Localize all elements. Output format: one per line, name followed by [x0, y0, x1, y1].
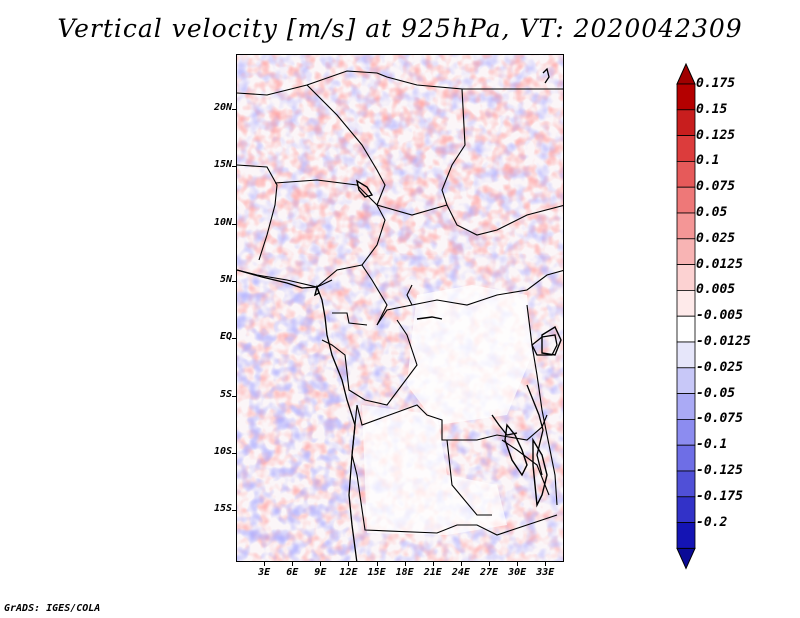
map-title: Vertical velocity [m/s] at 925hPa, VT: 2… [57, 14, 743, 43]
colorbar-label: -0.05 [696, 385, 736, 401]
colorbar-label: 0.05 [696, 205, 728, 220]
colorbar-label: 0.025 [696, 230, 736, 246]
colorbar-swatch [676, 367, 696, 394]
colorbar-swatch [676, 496, 696, 523]
lon-tick-mark [376, 562, 378, 566]
colorbar-top-arrow [676, 62, 696, 85]
lat-tick-mark [232, 395, 236, 397]
lon-tick-label: 24E [451, 567, 470, 578]
lon-tick-mark [404, 562, 406, 566]
lat-tick-label: 15S [213, 503, 232, 515]
colorbar-label: 0.075 [696, 179, 736, 195]
colorbar-swatch [676, 186, 696, 214]
lon-tick-mark [489, 562, 491, 566]
lon-tick-label: 27E [479, 567, 499, 578]
colorbar-label: 0.0125 [696, 256, 743, 272]
colorbar-label: -0.025 [696, 359, 743, 375]
lat-tick-mark [232, 281, 236, 283]
colorbar-scale [676, 62, 696, 570]
lat-tick-mark [232, 109, 236, 111]
lon-tick-label: 3E [258, 567, 271, 578]
lat-tick-label: 10N [213, 216, 232, 228]
lon-tick-mark [432, 562, 434, 566]
colorbar-swatch [676, 522, 696, 549]
lon-tick-label: 9E [314, 567, 327, 578]
colorbar-swatch [676, 135, 696, 162]
lon-tick-label: 18E [395, 567, 414, 578]
colorbar-swatch [676, 315, 696, 343]
lon-tick-label: 21E [423, 567, 442, 578]
colorbar-label: 0.005 [696, 282, 736, 298]
lat-tick-mark [232, 166, 236, 168]
colorbar-label: -0.125 [696, 463, 743, 478]
lakes [313, 179, 562, 508]
lon-tick-label: 30E [508, 567, 527, 578]
lat-tick-label: 5S [219, 388, 232, 400]
colorbar-label: -0.2 [696, 514, 728, 530]
lon-tick-mark [545, 562, 547, 566]
lon-tick-mark [292, 562, 294, 566]
map-plot-area [236, 54, 564, 562]
lon-tick-label: 33E [536, 567, 555, 578]
colorbar-swatch [676, 393, 696, 420]
country-boundaries [237, 70, 563, 536]
lon-tick-label: 15E [367, 567, 386, 578]
lat-tick-label: 15N [213, 159, 232, 171]
colorbar-label: -0.005 [696, 308, 743, 324]
colorbar-label: 0.175 [696, 76, 736, 91]
colorbar-swatch [676, 238, 696, 266]
colorbar-swatch [676, 161, 696, 188]
lon-tick-mark [348, 562, 350, 566]
lat-tick-label: 20N [213, 102, 232, 114]
lat-tick-mark [232, 510, 236, 512]
colorbar-bottom-arrow [676, 547, 696, 570]
colorbar-swatch [676, 109, 696, 136]
colorbar-swatch [676, 264, 696, 291]
colorbar-swatch [676, 83, 696, 111]
colorbar-swatch [676, 444, 696, 472]
colorbar-swatch [676, 212, 696, 240]
lat-tick-mark [232, 223, 236, 225]
lat-tick-mark [232, 453, 236, 455]
velocity-field-map [237, 55, 563, 561]
lat-tick-mark [232, 338, 236, 340]
lat-tick-label: EQ [219, 331, 232, 343]
colorbar-swatch [676, 289, 696, 317]
colorbar-label: -0.075 [696, 411, 743, 427]
colorbar-swatch [676, 341, 696, 369]
footer-credit: GrADS: IGES/COLA [4, 603, 101, 614]
lat-tick-label: 10S [213, 446, 232, 458]
lon-tick-label: 6E [286, 567, 299, 578]
lat-tick-label: 5N [219, 274, 232, 286]
lon-tick-label: 12E [339, 567, 358, 578]
lon-tick-mark [264, 562, 266, 566]
lon-tick-mark [517, 562, 519, 566]
colorbar-label: -0.175 [696, 488, 743, 504]
lon-tick-mark [320, 562, 322, 566]
colorbar-swatch [676, 418, 696, 446]
lon-tick-mark [460, 562, 462, 566]
colorbar-label: -0.1 [696, 437, 728, 453]
colorbar-label: 0.1 [696, 153, 720, 169]
colorbar-swatch [676, 470, 696, 498]
coastline [237, 67, 558, 561]
colorbar-label: 0.15 [696, 101, 728, 117]
colorbar-label: -0.0125 [696, 334, 751, 349]
colorbar-label: 0.125 [696, 127, 736, 143]
